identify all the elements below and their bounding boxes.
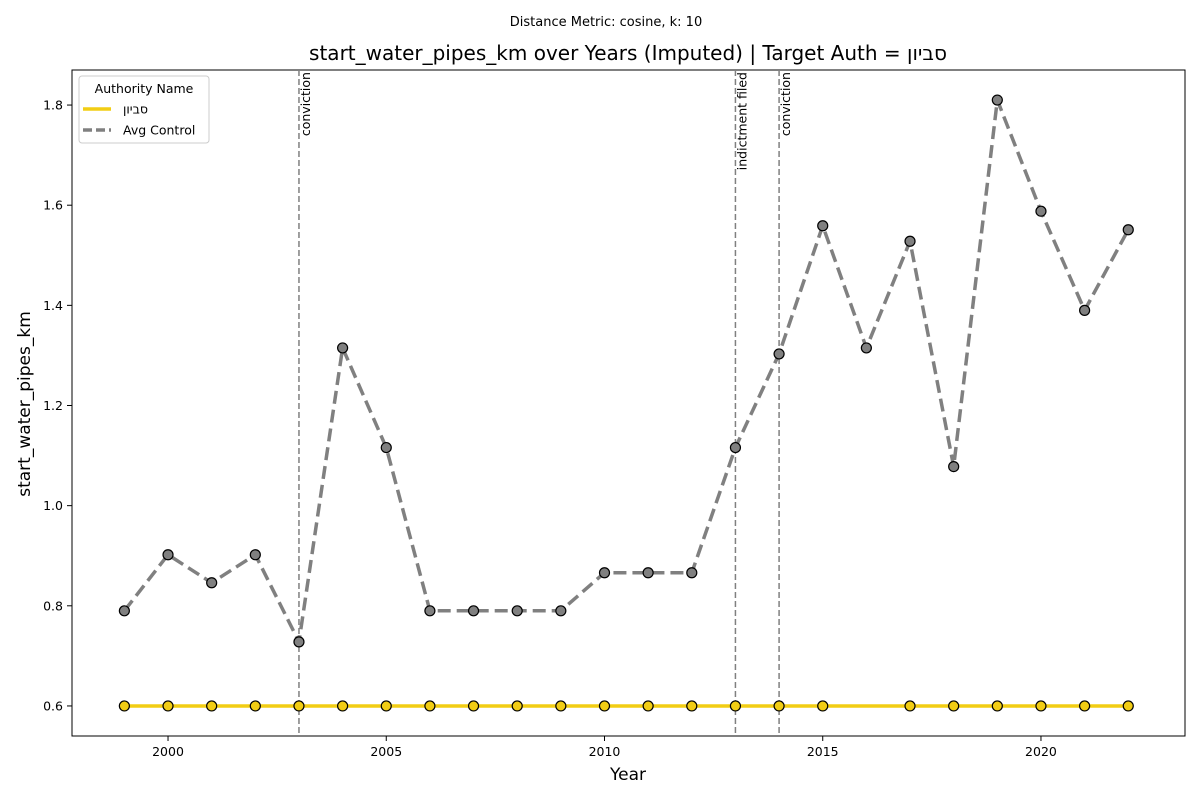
- data-point: [206, 700, 218, 712]
- data-point: [424, 700, 436, 712]
- event-label: conviction: [298, 72, 313, 136]
- x-tick-label: 2020: [1025, 744, 1057, 759]
- data-point: [1122, 700, 1134, 712]
- y-tick-label: 1.8: [43, 98, 63, 113]
- data-point: [991, 94, 1003, 106]
- data-point: [598, 567, 611, 579]
- data-point: [860, 342, 872, 354]
- data-point: [642, 567, 654, 579]
- data-point: [598, 700, 611, 712]
- x-tick-label: 2015: [807, 744, 839, 759]
- series-layer: [118, 94, 1134, 712]
- data-point: [555, 605, 567, 617]
- x-tick-label: 2005: [370, 744, 402, 759]
- data-point: [293, 700, 305, 712]
- data-point: [162, 549, 174, 561]
- x-tick-label: 2010: [589, 744, 621, 759]
- data-point: [686, 700, 698, 712]
- plot-area-frame: [71, 69, 1186, 737]
- data-point: [511, 700, 523, 712]
- data-point: [118, 700, 130, 712]
- data-point: [337, 342, 349, 354]
- data-point: [206, 577, 218, 589]
- data-point: [642, 700, 654, 712]
- legend-entry-label: סביון: [123, 102, 148, 117]
- data-point: [686, 567, 698, 579]
- data-point: [337, 700, 349, 712]
- data-point: [948, 700, 960, 712]
- data-point: [1035, 205, 1047, 217]
- data-point: [817, 700, 829, 712]
- data-point: [948, 460, 960, 473]
- chart-suptitle: Distance Metric: cosine, k: 10: [510, 15, 702, 30]
- y-tick-label: 0.8: [43, 598, 63, 613]
- y-axis-label: start_water_pipes_km: [15, 311, 35, 497]
- legend-box: [78, 75, 210, 144]
- x-axis: 2000 2005 2010 2015 2020: [152, 736, 1057, 759]
- y-tick-label: 1.6: [43, 198, 63, 213]
- x-axis-label: Year: [609, 765, 646, 785]
- data-point: [991, 700, 1003, 712]
- legend: Authority Name סביון Avg Control: [78, 75, 210, 144]
- y-tick-label: 0.6: [43, 698, 63, 713]
- data-point: [904, 235, 916, 247]
- data-point: [1122, 224, 1134, 236]
- data-point: [511, 605, 523, 617]
- data-point: [467, 700, 480, 712]
- data-point: [424, 605, 436, 617]
- legend-entry-label: Avg Control: [123, 123, 195, 138]
- x-tick-label: 2000: [152, 744, 184, 759]
- data-point: [249, 549, 261, 561]
- data-point: [380, 441, 392, 454]
- data-point: [773, 348, 785, 360]
- data-point: [773, 700, 785, 712]
- event-label: conviction: [778, 72, 793, 136]
- data-point: [817, 220, 829, 232]
- data-point: [249, 700, 261, 712]
- data-point: [904, 700, 916, 712]
- y-tick-label: 1.4: [43, 298, 63, 313]
- y-tick-label: 1.0: [43, 498, 63, 513]
- legend-title: Authority Name: [95, 81, 194, 96]
- y-axis: 0.6 0.8 1.0 1.2 1.4 1.6 1.8: [43, 98, 72, 713]
- data-point: [293, 636, 305, 648]
- chart-title: start_water_pipes_km over Years (Imputed…: [309, 41, 947, 65]
- data-point: [729, 441, 742, 454]
- data-point: [380, 700, 392, 712]
- data-point: [1079, 304, 1091, 316]
- data-point: [555, 700, 567, 712]
- data-point: [162, 700, 174, 712]
- event-markers: conviction indictment filed conviction: [298, 70, 793, 736]
- data-point: [118, 605, 130, 617]
- data-point: [1079, 700, 1091, 712]
- series-line: [122, 98, 1130, 644]
- y-tick-label: 1.2: [43, 398, 63, 413]
- data-point: [1035, 700, 1047, 712]
- data-point: [729, 700, 742, 712]
- data-point: [467, 605, 480, 617]
- event-label: indictment filed: [734, 72, 749, 170]
